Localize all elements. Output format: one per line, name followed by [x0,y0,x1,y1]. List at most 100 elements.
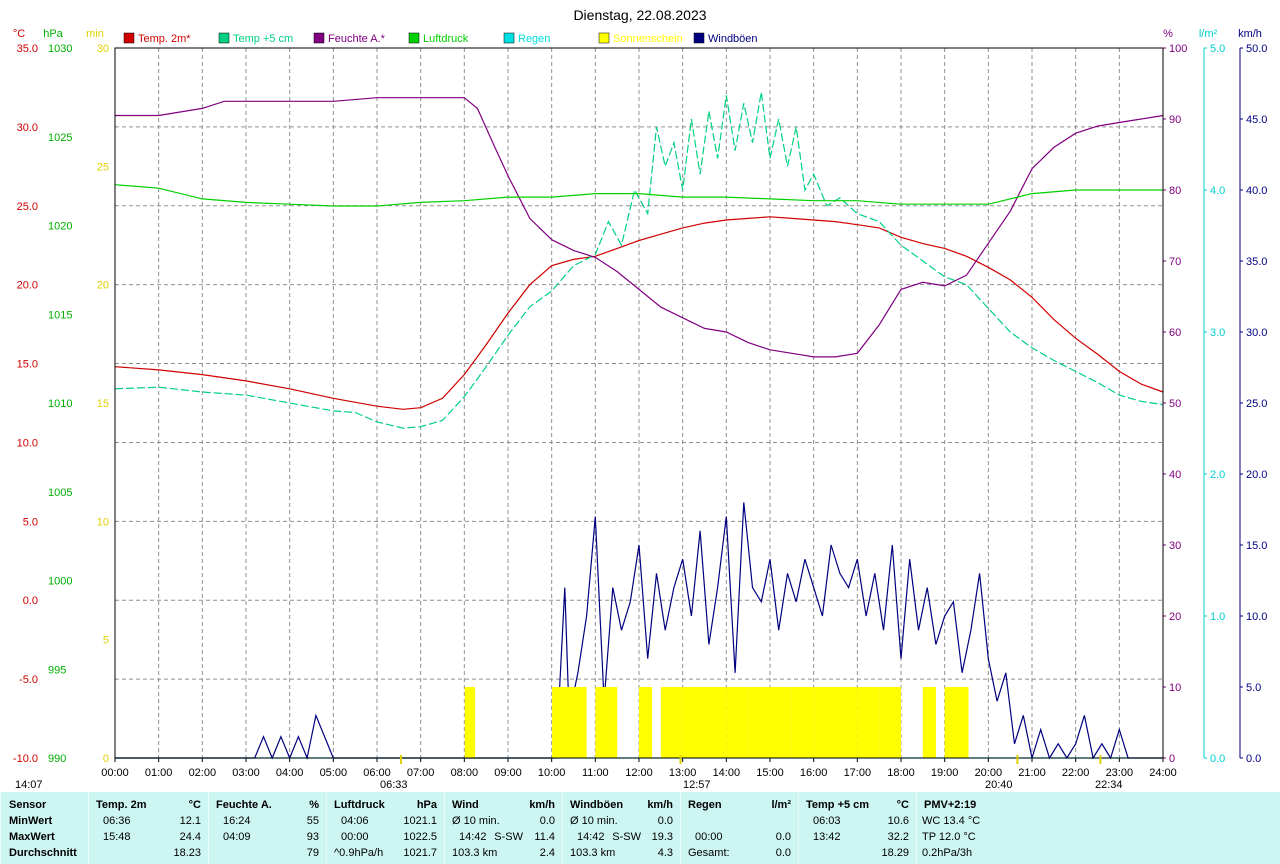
pressure-tick-label: 1010 [48,398,72,410]
stats-header: Feuchte A. [216,799,272,811]
pressure-tick-label: 995 [48,664,66,676]
grid [115,48,1163,758]
stats-cell-value: 55 [306,815,319,827]
stats-cell-value: 11.4 [534,831,555,843]
stats-cell-value: 2.4 [539,847,555,859]
stats-cell-value: 1022.5 [403,831,437,843]
stats-header: Sensor [9,799,47,811]
sunshine-tick-label: 20 [97,280,109,292]
temp-tick-label: 0.0 [23,595,38,607]
stats-unit: hPa [416,799,437,811]
stats-cell-value: 1021.1 [403,815,437,827]
humidity-tick-label: 80 [1169,185,1181,197]
wind-tick-label: 35.0 [1246,256,1267,268]
x-tick-label: 16:00 [800,767,828,779]
sunshine-bar [726,687,749,758]
legend-swatch [408,32,420,44]
pressure-unit-label: hPa [43,28,63,40]
stats-cell-value: 0.0 [775,847,791,859]
stats-column: Regen l/m² 00:00 0.0 Gesamt: 0.0 [680,792,799,864]
temp-tick-label: 30.0 [17,122,38,134]
stats-header: Temp. 2m [96,799,147,811]
wind-tick-label: 30.0 [1246,327,1267,339]
wind-tick-label: 5.0 [1246,682,1261,694]
x-tick-label: 01:00 [145,767,173,779]
stats-cell-label: 103.3 km [452,847,498,859]
sunshine-unit-label: min [86,28,104,40]
stats-cell-value: 18.23 [173,847,201,859]
time-marker-label: 22:34 [1095,779,1123,791]
left-axes: 35.0 30.0 25.0 20.0 15.0 10.0 5.0 0.0 -5.0 -10.0 1… [13,43,116,765]
sunshine-tick-label: 30 [97,43,109,55]
stats-cell-value: 19.3 [651,831,673,843]
time-marker-label: 20:40 [985,779,1013,791]
stats-cell-value: 24.4 [179,831,201,843]
stats-column: Temp +5 cm °C 06:03 10.6 13:42 32.2 18.29 [798,792,917,864]
x-tick-label: 12:00 [625,767,653,779]
stats-unit: l/m² [771,799,791,811]
plot-series [114,92,1164,761]
stats-cell-value: 0.0 [657,815,673,827]
humidity-tick-label: 30 [1169,540,1181,552]
x-tick-label: 11:00 [582,767,609,779]
sunshine-bar [473,687,476,758]
x-tick-label: 04:00 [276,767,304,779]
humidity-tick-label: 100 [1169,43,1187,55]
chart-title: Dienstag, 22.08.2023 [573,7,706,23]
wind-unit-label: km/h [1238,28,1262,40]
legend-label: Sonnenschein [613,33,683,45]
stats-cell-label: 15:48 [103,831,131,843]
wind-tick-label: 50.0 [1246,43,1267,55]
luftdruck-line [114,184,1163,207]
stats-unit: % [309,799,319,811]
x-tick-label: 19:00 [931,767,959,779]
wind-tick-label: 15.0 [1246,540,1267,552]
stats-cell-value: 79 [306,847,319,859]
pressure-tick-label: 1020 [48,221,72,233]
sunshine-bar [791,687,814,758]
sunshine-bar [770,687,792,758]
pressure-tick-label: 990 [48,753,66,765]
stats-header: Windböen [570,799,624,811]
stats-cell-value: 0.0 [539,815,555,827]
x-tick-label: 13:00 [669,767,697,779]
temp-unit-label: °C [13,28,25,40]
legend-swatch [218,32,230,44]
x-tick-label: 24:00 [1149,767,1177,779]
sunshine-tick-label: 10 [97,516,109,528]
stats-unit: km/h [647,799,673,811]
stats-column: Windböen km/h Ø 10 min. 0.0 14:42 S-SW 19.3 103… [562,792,681,864]
stats-column: PMV+2:19 WC 13.4 °C TP 12.0 °C 0.2hPa/3h [916,792,1037,864]
stats-unit: km/h [529,799,555,811]
stats-cell-label: 16:24 [223,815,251,827]
temp-5-cm-line [114,92,1164,429]
x-tick-label: 20:00 [975,767,1003,779]
stats-cell-label: 13:42 [813,831,841,843]
x-tick-label: 02:00 [189,767,217,779]
legend-label: Regen [518,33,550,45]
x-tick-label: 15:00 [756,767,784,779]
stats-cell-label: 14:42 [459,831,487,843]
wind-tick-label: 10.0 [1246,611,1267,623]
sunshine-bar [660,687,683,758]
legend-label: Temp. 2m* [138,33,191,45]
wind-tick-label: 0.0 [1246,753,1261,765]
humidity-tick-label: 70 [1169,256,1181,268]
stats-header: Wind [452,799,479,811]
temp-tick-label: 35.0 [17,43,38,55]
time-markers: 14:07 06:33 12:57 20:40 22:34 [15,755,1123,791]
stats-column: Feuchte A.% 16:24 55 04:09 93 79 [208,792,327,864]
time-marker-label: 06:33 [380,779,408,791]
stats-cell-label: 06:03 [813,815,841,827]
x-axis: 00:00 01:00 02:00 03:00 04:00 05:00 06:00 07:00… [101,758,1177,779]
rain-tick-label: 2.0 [1210,469,1225,481]
sunshine-bar [944,687,967,758]
stats-cell-direction: S-SW [612,831,641,843]
x-tick-label: 17:00 [844,767,872,779]
x-tick-label: 08:00 [451,767,479,779]
sunshine-bar [595,687,609,758]
humidity-tick-label: 90 [1169,114,1181,126]
stats-column: Luftdruck hPa 04:06 1021.1 00:00 1022.5 ^0.9hP… [326,792,445,864]
legend-label: Windböen [708,33,758,45]
axis-units: °C hPa min% l/m² km/h [13,28,1262,40]
